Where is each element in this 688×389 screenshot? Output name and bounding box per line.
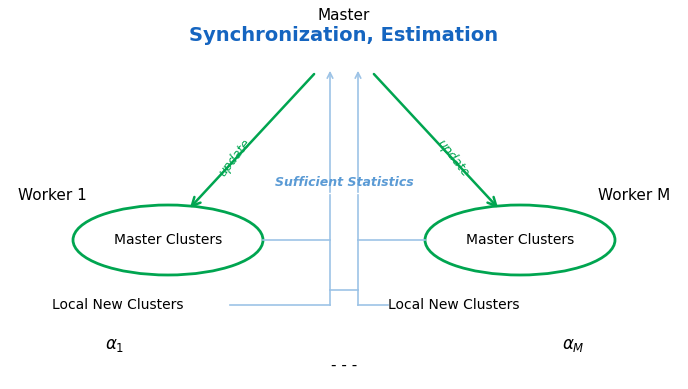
Text: Local New Clusters: Local New Clusters xyxy=(52,298,184,312)
Text: Master Clusters: Master Clusters xyxy=(114,233,222,247)
Text: Synchronization, Estimation: Synchronization, Estimation xyxy=(189,26,499,45)
Text: Local New Clusters: Local New Clusters xyxy=(388,298,519,312)
Text: $\alpha_M$: $\alpha_M$ xyxy=(561,336,584,354)
Ellipse shape xyxy=(425,205,615,275)
Text: update: update xyxy=(434,137,472,179)
Text: Master Clusters: Master Clusters xyxy=(466,233,574,247)
Text: - - -: - - - xyxy=(331,357,357,373)
Text: Master: Master xyxy=(318,8,370,23)
Text: Worker 1: Worker 1 xyxy=(18,187,87,203)
Ellipse shape xyxy=(73,205,263,275)
Text: $\alpha_1$: $\alpha_1$ xyxy=(105,336,125,354)
Text: Sufficient Statistics: Sufficient Statistics xyxy=(275,175,413,189)
Text: update: update xyxy=(216,137,254,179)
Text: Worker M: Worker M xyxy=(598,187,670,203)
